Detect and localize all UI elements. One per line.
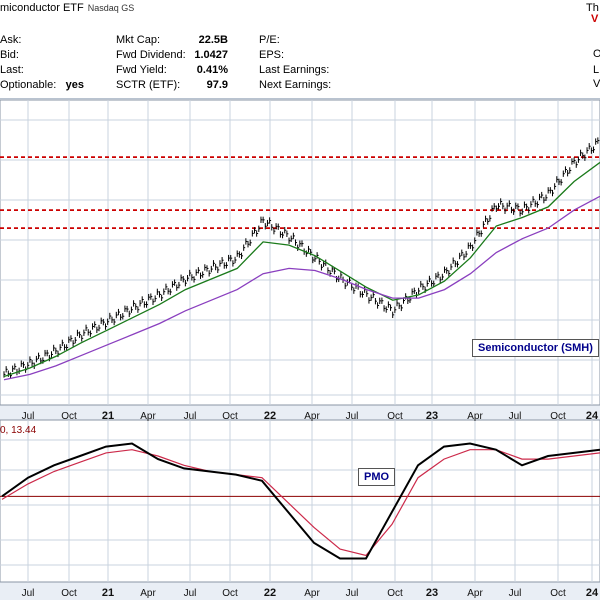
month-tick-label: Apr: [140, 588, 156, 599]
month-tick-label: Jul: [346, 411, 359, 422]
month-tick-label: Apr: [304, 588, 320, 599]
main-legend: Semiconductor (SMH): [472, 339, 599, 357]
sctr-value: 97.9: [206, 79, 228, 91]
year-tick-label: 22: [264, 410, 276, 422]
fwd-yield-label: Fwd Yield:: [116, 64, 167, 76]
month-tick-label: Jul: [184, 411, 197, 422]
time-axes: Jul Jul Oct Oct Apr Apr Jul Jul Oct Oct Apr Apr Jul J…: [22, 410, 599, 599]
right-truncated-marker: V: [591, 13, 599, 25]
pmo-values: 0, 13.44: [0, 425, 37, 436]
month-tick-label: Jul: [346, 588, 359, 599]
sctr-label: SCTR (ETF):: [116, 79, 181, 91]
bid-label: Bid:: [0, 49, 19, 61]
month-tick-label: Jul: [22, 588, 35, 599]
month-tick-label: Jul: [184, 588, 197, 599]
mkt-cap-label: Mkt Cap:: [116, 34, 161, 46]
pmo-panel-bg: [0, 419, 600, 583]
month-tick-label: Jul: [22, 411, 35, 422]
fwd-dividend-value: 1.0427: [194, 49, 228, 61]
price-panel-bg: [0, 99, 600, 406]
month-tick-label: Oct: [550, 588, 566, 599]
next-earnings-label: Next Earnings:: [259, 79, 332, 91]
month-tick-label: Oct: [550, 411, 566, 422]
exchange-label: Nasdaq GS: [87, 3, 135, 13]
chart-title: miconductor ETF Nasdaq GS: [0, 2, 135, 14]
month-tick-label: Oct: [222, 411, 238, 422]
last-earnings-label: Last Earnings:: [259, 64, 330, 76]
eps-label: EPS:: [259, 49, 285, 61]
price-panel: [0, 99, 600, 406]
month-tick-label: Oct: [387, 411, 403, 422]
month-tick-label: Jul: [509, 588, 522, 599]
year-tick-label: 24: [586, 410, 599, 422]
month-tick-label: Apr: [304, 411, 320, 422]
mkt-cap-value: 22.5B: [198, 34, 228, 46]
pe-label: P/E:: [259, 34, 280, 46]
month-tick-label: Oct: [61, 588, 77, 599]
right-o-label: O: [593, 48, 600, 60]
year-tick-label: 21: [102, 587, 114, 599]
ask-label: Ask:: [0, 34, 22, 46]
year-tick-label: 23: [426, 410, 438, 422]
quote-header: miconductor ETF Nasdaq GS Th V O L V Ask:…: [0, 0, 600, 99]
year-tick-label: 21: [102, 410, 114, 422]
ema-long-line: [3, 195, 600, 381]
optionable-label: Optionable:: [0, 79, 57, 91]
right-v-label: V: [593, 78, 600, 90]
month-tick-label: Oct: [222, 588, 238, 599]
pmo-line: [1, 442, 600, 560]
right-truncated-label: Th: [586, 2, 599, 14]
ema-short-line: [3, 161, 600, 378]
month-tick-label: Apr: [467, 588, 483, 599]
pmo-legend: PMO: [358, 468, 396, 486]
year-tick-label: 24: [586, 587, 599, 599]
month-tick-label: Oct: [387, 588, 403, 599]
optionable-value: yes: [65, 79, 84, 91]
month-tick-label: Oct: [61, 411, 77, 422]
right-l-label: L: [593, 64, 600, 76]
pmo-panel: [0, 419, 600, 583]
month-tick-label: Jul: [509, 411, 522, 422]
last-label: Last:: [0, 64, 24, 76]
month-tick-label: Apr: [140, 411, 156, 422]
fwd-yield-value: 0.41%: [196, 64, 228, 76]
month-tick-label: Apr: [467, 411, 483, 422]
year-tick-label: 23: [426, 587, 438, 599]
fwd-dividend-label: Fwd Dividend:: [116, 49, 186, 61]
year-tick-label: 22: [264, 587, 276, 599]
price-bars: [3, 137, 600, 379]
